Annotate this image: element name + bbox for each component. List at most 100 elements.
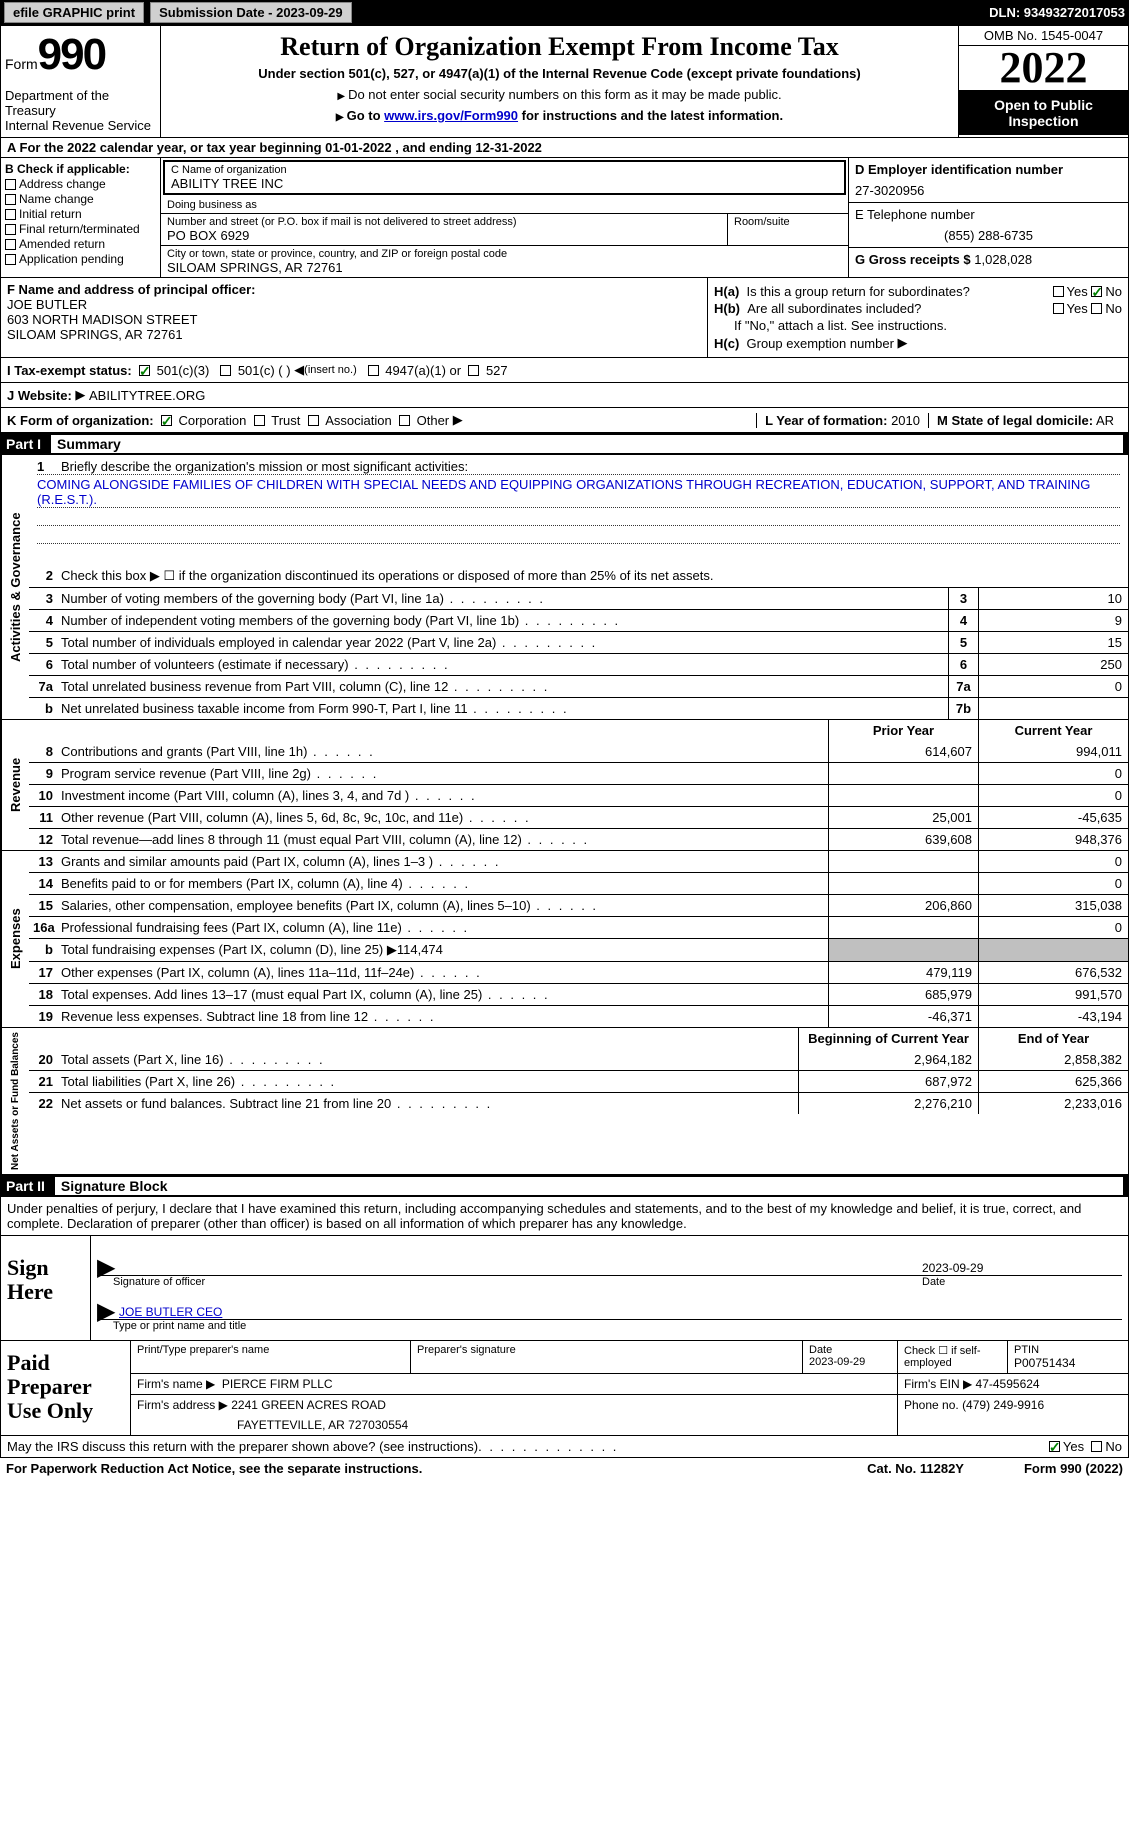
form-subtitle-2: Do not enter social security numbers on … — [167, 87, 952, 102]
cat-no: Cat. No. 11282Y — [867, 1461, 964, 1476]
state-domicile: AR — [1096, 413, 1114, 428]
firm-phone: (479) 249-9916 — [962, 1398, 1044, 1412]
hc-label: Group exemption number — [747, 336, 894, 351]
form-number: 990 — [38, 30, 105, 79]
address-value: PO BOX 6929 — [167, 228, 721, 243]
form-ref: Form 990 (2022) — [1024, 1461, 1123, 1476]
vlabel-net-assets: Net Assets or Fund Balances — [1, 1028, 29, 1174]
sign-date: 2023-09-29 — [922, 1261, 1122, 1275]
preparer-block: Paid Preparer Use Only Print/Type prepar… — [0, 1341, 1129, 1436]
dept-label: Department of the Treasury — [5, 88, 156, 118]
checkbox-corporation[interactable] — [161, 415, 172, 426]
sign-here-block: Sign Here ▶ 2023-09-29 Signature of offi… — [0, 1236, 1129, 1341]
self-employed-check[interactable]: Check ☐ if self-employed — [898, 1341, 1008, 1373]
ein-value: 27-3020956 — [855, 183, 1122, 198]
preparer-label: Paid Preparer Use Only — [1, 1341, 131, 1435]
form-title: Return of Organization Exempt From Incom… — [167, 32, 952, 62]
dba-label: Doing business as — [167, 199, 842, 211]
sign-here-label: Sign Here — [1, 1236, 91, 1340]
irs-label: Internal Revenue Service — [5, 118, 156, 133]
phone-label: E Telephone number — [855, 207, 1122, 222]
summary-line: 3Number of voting members of the governi… — [29, 587, 1128, 609]
arrow-icon: ▶ — [97, 1261, 113, 1275]
sig-officer-label: Signature of officer — [113, 1276, 922, 1288]
checkbox-other[interactable] — [399, 415, 410, 426]
efile-print-button[interactable]: efile GRAPHIC print — [4, 2, 144, 23]
checkbox-501c3[interactable] — [139, 365, 150, 376]
summary-line: 21Total liabilities (Part X, line 26)687… — [29, 1070, 1128, 1092]
form-subtitle-1: Under section 501(c), 527, or 4947(a)(1)… — [167, 66, 952, 81]
checkbox-initial-return[interactable] — [5, 209, 16, 220]
checkbox-hb-yes[interactable] — [1053, 303, 1064, 314]
firm-addr1: 2241 GREEN ACRES ROAD — [231, 1398, 386, 1412]
summary-line: 5Total number of individuals employed in… — [29, 631, 1128, 653]
officer-typed-name: JOE BUTLER CEO — [119, 1305, 1122, 1319]
org-name-label: C Name of organization — [171, 164, 838, 176]
checkbox-name-change[interactable] — [5, 194, 16, 205]
box-b-label: B Check if applicable: — [5, 162, 156, 176]
checkbox-501c[interactable] — [220, 365, 231, 376]
firm-name: PIERCE FIRM PLLC — [222, 1377, 333, 1391]
address-label: Number and street (or P.O. box if mail i… — [167, 216, 721, 228]
summary-line: 22Net assets or fund balances. Subtract … — [29, 1092, 1128, 1114]
checkbox-trust[interactable] — [254, 415, 265, 426]
summary-line: 20Total assets (Part X, line 16)2,964,18… — [29, 1049, 1128, 1070]
summary-line: 13Grants and similar amounts paid (Part … — [29, 851, 1128, 872]
checkbox-final-return[interactable] — [5, 224, 16, 235]
paperwork-notice: For Paperwork Reduction Act Notice, see … — [6, 1461, 422, 1476]
checkbox-amended-return[interactable] — [5, 239, 16, 250]
checkbox-ha-no[interactable] — [1091, 286, 1102, 297]
checkbox-discuss-yes[interactable] — [1049, 1441, 1060, 1452]
mission-text: COMING ALONGSIDE FAMILIES OF CHILDREN WI… — [37, 474, 1120, 507]
summary-line: 17Other expenses (Part IX, column (A), l… — [29, 961, 1128, 983]
summary-line: 4Number of independent voting members of… — [29, 609, 1128, 631]
summary-line: 12Total revenue—add lines 8 through 11 (… — [29, 828, 1128, 850]
dln-label: DLN: 93493272017053 — [989, 5, 1125, 20]
discuss-label: May the IRS discuss this return with the… — [7, 1439, 478, 1454]
part-2-header: Part II Signature Block — [0, 1175, 1129, 1197]
org-name-value: ABILITY TREE INC — [171, 176, 838, 191]
vlabel-governance: Activities & Governance — [1, 455, 29, 719]
checkbox-hb-no[interactable] — [1091, 303, 1102, 314]
checkbox-address-change[interactable] — [5, 179, 16, 190]
preparer-date: 2023-09-29 — [809, 1356, 891, 1368]
vlabel-revenue: Revenue — [1, 720, 29, 850]
vlabel-expenses: Expenses — [1, 851, 29, 1027]
fgh-row: F Name and address of principal officer:… — [0, 278, 1129, 358]
checkbox-527[interactable] — [468, 365, 479, 376]
hb-label: Are all subordinates included? — [747, 301, 1052, 316]
website-row: J Website: ▶ ABILITYTREE.ORG — [0, 383, 1129, 408]
summary-line: 8Contributions and grants (Part VIII, li… — [29, 741, 1128, 762]
ptin-value: P00751434 — [1014, 1356, 1122, 1370]
checkbox-4947[interactable] — [368, 365, 379, 376]
firm-ein: 47-4595624 — [976, 1377, 1040, 1391]
type-name-label: Type or print name and title — [113, 1320, 246, 1332]
tax-year: 2022 — [959, 46, 1128, 91]
year-formation: 2010 — [891, 413, 920, 428]
mission-label: Briefly describe the organization's miss… — [61, 459, 468, 474]
phone-value: (855) 288-6735 — [855, 228, 1122, 243]
summary-line: 15Salaries, other compensation, employee… — [29, 894, 1128, 916]
irs-link[interactable]: www.irs.gov/Form990 — [384, 108, 518, 123]
hb-note: If "No," attach a list. See instructions… — [714, 318, 1122, 333]
summary-line: bTotal fundraising expenses (Part IX, co… — [29, 938, 1128, 961]
gross-receipts-label: G Gross receipts $ — [855, 252, 971, 267]
checkbox-association[interactable] — [308, 415, 319, 426]
form-header: Form990 Department of the Treasury Inter… — [0, 25, 1129, 138]
form-word: Form — [5, 56, 38, 72]
checkbox-ha-yes[interactable] — [1053, 286, 1064, 297]
footer-row: For Paperwork Reduction Act Notice, see … — [0, 1458, 1129, 1479]
summary-line: 2Check this box ▶ ☐ if the organization … — [29, 565, 1128, 587]
arrow-icon: ▶ — [97, 1305, 113, 1319]
summary-line: 6Total number of volunteers (estimate if… — [29, 653, 1128, 675]
summary-line: 11Other revenue (Part VIII, column (A), … — [29, 806, 1128, 828]
officer-addr2: SILOAM SPRINGS, AR 72761 — [7, 327, 701, 342]
submission-date-button[interactable]: Submission Date - 2023-09-29 — [150, 2, 352, 23]
summary-line: 14Benefits paid to or for members (Part … — [29, 872, 1128, 894]
summary-line: bNet unrelated business taxable income f… — [29, 697, 1128, 719]
checkbox-discuss-no[interactable] — [1091, 1441, 1102, 1452]
discuss-row: May the IRS discuss this return with the… — [0, 1436, 1129, 1458]
checkbox-application-pending[interactable] — [5, 254, 16, 265]
row-a-calendar-year: A For the 2022 calendar year, or tax yea… — [0, 138, 1129, 158]
open-to-public: Open to Public Inspection — [959, 91, 1128, 135]
